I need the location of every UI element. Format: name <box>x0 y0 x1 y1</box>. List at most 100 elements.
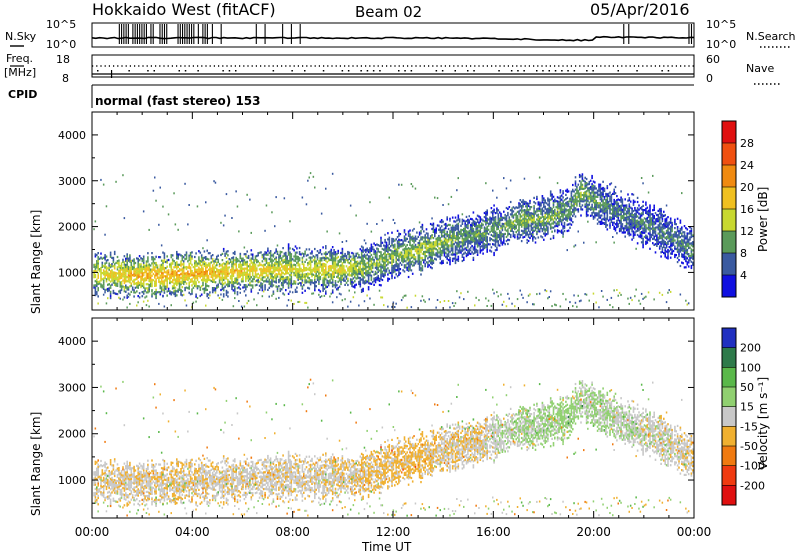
power-cell-2275 <box>336 296 338 299</box>
power-cell-1838 <box>290 284 293 287</box>
power-cell-4333 <box>544 199 546 202</box>
power-cell-3147 <box>425 250 428 254</box>
power-cell-106 <box>105 280 108 283</box>
power-cell-978 <box>198 268 200 271</box>
power-cell-3800 <box>489 249 491 252</box>
power-cell-2938 <box>403 231 406 234</box>
power-cell-3961 <box>505 219 508 222</box>
power-cell-1003 <box>200 268 203 271</box>
power-cell-620 <box>160 280 163 283</box>
power-cell-4873 <box>600 195 603 199</box>
power-cell-2628 <box>373 248 375 251</box>
power-cell-2761 <box>387 277 389 280</box>
power-cell-171 <box>112 273 115 276</box>
power-cell-2992 <box>409 248 411 251</box>
power-cell-4509 <box>562 202 564 205</box>
power-cell-2180 <box>327 280 330 283</box>
power-cell-162 <box>111 265 113 268</box>
freq-dot-845 <box>304 70 306 72</box>
power-cell-2630 <box>373 303 375 306</box>
power-cell-1199 <box>222 293 225 296</box>
power-cell-2533 <box>363 249 366 252</box>
power-cell-1178 <box>220 264 222 267</box>
power-cell-284 <box>125 270 127 273</box>
power-cell-4565 <box>569 226 571 229</box>
power-cell-1539 <box>260 251 262 254</box>
power-cell-4539 <box>565 298 567 301</box>
power-cell-173 <box>112 265 115 268</box>
power-cell-4243 <box>536 224 538 227</box>
power-cell-3887 <box>497 242 500 245</box>
power-cell-4644 <box>577 200 580 203</box>
power-cell-1559 <box>262 267 265 271</box>
power-cell-3334 <box>445 255 447 259</box>
power-cell-2099 <box>319 271 322 274</box>
power-cell-3691 <box>478 242 480 245</box>
power-cell-2931 <box>403 251 406 255</box>
power-cell-576 <box>155 274 157 277</box>
power-cell-1257 <box>227 250 229 253</box>
power-cell-1068 <box>206 249 208 252</box>
power-cell-4092 <box>520 204 523 208</box>
power-cell-3910 <box>498 217 501 220</box>
power-cell-238 <box>120 283 123 286</box>
power-cell-1393 <box>243 273 246 276</box>
power-cell-21 <box>94 255 97 258</box>
power-cell-4856 <box>599 196 602 199</box>
power-cell-2316 <box>340 293 342 296</box>
power-cell-3543 <box>464 251 466 254</box>
power-cell-1472 <box>251 272 254 275</box>
power-cell-1171 <box>220 288 222 292</box>
power-cell-2340 <box>343 265 345 268</box>
power-cell-3847 <box>493 223 495 226</box>
freq-dot-1970 <box>586 70 588 72</box>
power-cell-3345 <box>446 261 448 264</box>
power-cell-1498 <box>254 263 257 266</box>
power-cell-1963 <box>304 281 306 284</box>
power-cell-1652 <box>272 284 275 287</box>
power-cell-1415 <box>245 255 247 258</box>
power-cell-2910 <box>400 243 403 246</box>
power-cell-3311 <box>442 243 444 246</box>
power-cell-496 <box>147 266 149 269</box>
power-cell-36 <box>96 253 98 257</box>
power-cell-3750 <box>483 230 486 233</box>
power-cell-1792 <box>286 269 288 273</box>
power-cell-3889 <box>497 236 500 239</box>
power-cell-3871 <box>496 246 498 249</box>
power-cell-491 <box>147 283 149 286</box>
power-cell-2385 <box>348 251 351 254</box>
power-cell-3041 <box>414 256 417 259</box>
power-cell-1055 <box>206 295 208 298</box>
power-cell-4096 <box>522 232 524 235</box>
power-cell-4130 <box>525 223 527 226</box>
power-cell-4167 <box>527 217 530 220</box>
power-cell-2866 <box>396 252 399 255</box>
power-cell-1920 <box>298 267 301 270</box>
power-cell-3077 <box>418 254 421 257</box>
power-cell-442 <box>141 268 144 271</box>
power-cell-4007 <box>511 215 513 218</box>
power-cell-3859 <box>494 238 497 241</box>
power-cell-536 <box>151 270 153 273</box>
power-cell-4388 <box>549 194 552 197</box>
power-cell-4027 <box>514 225 516 229</box>
power-cell-3024 <box>411 235 414 238</box>
power-cell-3251 <box>435 306 437 309</box>
power-cell-3418 <box>451 228 454 232</box>
power-cell-4124 <box>523 177 526 180</box>
power-cell-2788 <box>388 196 390 199</box>
power-cell-188 <box>113 252 116 256</box>
power-cell-2792 <box>389 255 392 258</box>
power-cell-4070 <box>519 223 522 226</box>
power-cell-2498 <box>360 253 363 256</box>
power-cell-2934 <box>403 243 406 246</box>
power-cell-2648 <box>376 266 378 269</box>
power-cell-2306 <box>340 274 342 277</box>
power-cell-2834 <box>394 268 396 271</box>
power-cell-2977 <box>407 249 410 252</box>
power-cell-468 <box>144 271 146 274</box>
power-cell-55 <box>98 280 101 283</box>
power-cell-4724 <box>585 186 588 189</box>
power-cell-2377 <box>348 272 351 275</box>
